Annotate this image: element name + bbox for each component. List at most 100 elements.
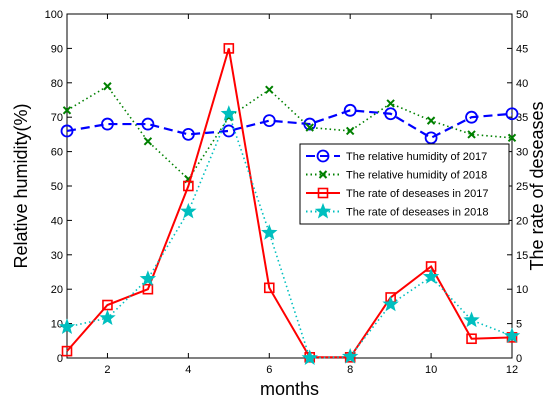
marker-stroke [143, 137, 153, 146]
y-axis-left-label: Relative humidity(%) [11, 103, 31, 268]
marker-stroke [318, 170, 328, 179]
data-point [183, 180, 194, 192]
data-point [61, 345, 73, 357]
legend-box [299, 143, 510, 225]
legend-marker [318, 170, 328, 179]
data-point [62, 106, 72, 115]
y-right-tick-label: 10 [516, 284, 528, 296]
series-line [66, 111, 513, 359]
axis-ticks: 2 4 6 8 10 1201020304050607080901000510152025… [45, 9, 529, 376]
marker-stroke [62, 106, 72, 115]
marker-stroke [426, 116, 436, 125]
data-point [142, 283, 154, 295]
series-line [66, 48, 513, 359]
data-point [180, 202, 197, 219]
data-point [467, 130, 476, 139]
legend-marker [316, 149, 330, 163]
marker-stroke [305, 123, 314, 132]
data-point [424, 131, 438, 145]
data-point [343, 103, 357, 117]
data-point [263, 282, 275, 294]
x-axis-label: months [260, 379, 319, 399]
data-point [181, 127, 195, 141]
legend-entry: The relative humidity of 2018 [306, 170, 487, 182]
legend-marker [314, 202, 332, 219]
data-point [103, 82, 112, 91]
y-left-tick-label: 100 [45, 9, 63, 21]
data-point [139, 270, 157, 286]
data-point [261, 224, 278, 240]
data-point [341, 347, 359, 364]
y-left-tick-label: 40 [51, 215, 63, 227]
data-point [382, 295, 399, 312]
series-1 [60, 103, 519, 145]
x-tick-label: 2 [104, 364, 110, 376]
series-line [66, 85, 513, 181]
series-layer [58, 43, 521, 365]
y-right-tick-label: 20 [516, 215, 528, 227]
data-point [223, 43, 235, 54]
y-right-tick-label: 5 [516, 319, 522, 331]
data-point [303, 117, 317, 131]
y-left-tick-label: 50 [51, 181, 63, 193]
marker-stroke [386, 99, 395, 108]
y-right-tick-label: 0 [516, 353, 522, 365]
y-left-tick-label: 80 [51, 78, 63, 90]
marker-stroke [345, 126, 355, 136]
x-tick-label: 10 [425, 364, 437, 376]
legend-label: The relative humidity of 2018 [346, 170, 487, 182]
data-point [222, 124, 236, 138]
data-point [463, 311, 480, 328]
data-point [384, 107, 398, 121]
data-point [503, 327, 521, 343]
series-line [66, 109, 513, 140]
legend-entry: The rate of deseases in 2017 [306, 187, 488, 200]
marker-stroke [265, 85, 274, 94]
y-right-tick-label: 15 [516, 250, 528, 262]
data-point [507, 133, 517, 143]
x-tick-label: 12 [506, 364, 518, 376]
legend-marker [317, 187, 329, 199]
x-tick-label: 6 [266, 364, 272, 376]
data-point [345, 126, 355, 136]
data-point [141, 117, 155, 131]
data-point [101, 117, 114, 131]
data-point [265, 85, 274, 94]
legend-entry: The rate of deseases in 2018 [306, 202, 488, 219]
y-left-tick-label: 30 [51, 250, 63, 262]
data-point [301, 349, 318, 365]
data-point [220, 105, 238, 121]
series-4 [58, 105, 521, 365]
y-right-tick-label: 40 [516, 78, 528, 90]
data-point [465, 110, 478, 124]
marker-stroke [467, 130, 476, 139]
marker-stroke [103, 82, 112, 91]
y-left-tick-label: 70 [51, 112, 63, 124]
data-point [386, 99, 395, 108]
legend-label: The rate of deseases in 2018 [346, 207, 488, 219]
data-point [60, 124, 74, 138]
data-point [305, 123, 314, 132]
data-point [505, 107, 519, 121]
marker-stroke [507, 133, 517, 143]
y-right-tick-label: 35 [516, 112, 528, 124]
y-left-tick-label: 0 [57, 353, 63, 365]
y-right-tick-label: 30 [516, 147, 528, 159]
data-point [466, 333, 477, 345]
x-tick-label: 4 [185, 364, 191, 376]
y-left-tick-label: 20 [51, 284, 63, 296]
data-point [143, 137, 153, 146]
y-left-tick-label: 90 [51, 43, 63, 55]
legend-label: The rate of deseases in 2017 [346, 188, 488, 200]
legend-entry: The relative humidity of 2017 [306, 149, 487, 163]
y-right-tick-label: 45 [516, 43, 528, 55]
data-point [99, 309, 116, 326]
y-left-tick-label: 10 [51, 319, 63, 331]
y-left-tick-label: 60 [51, 147, 63, 159]
data-point [58, 318, 76, 335]
y-right-tick-label: 50 [516, 9, 528, 21]
data-point [426, 116, 436, 125]
x-tick-label: 8 [347, 364, 353, 376]
legend: The relative humidity of 2017 The relativ… [299, 143, 510, 225]
